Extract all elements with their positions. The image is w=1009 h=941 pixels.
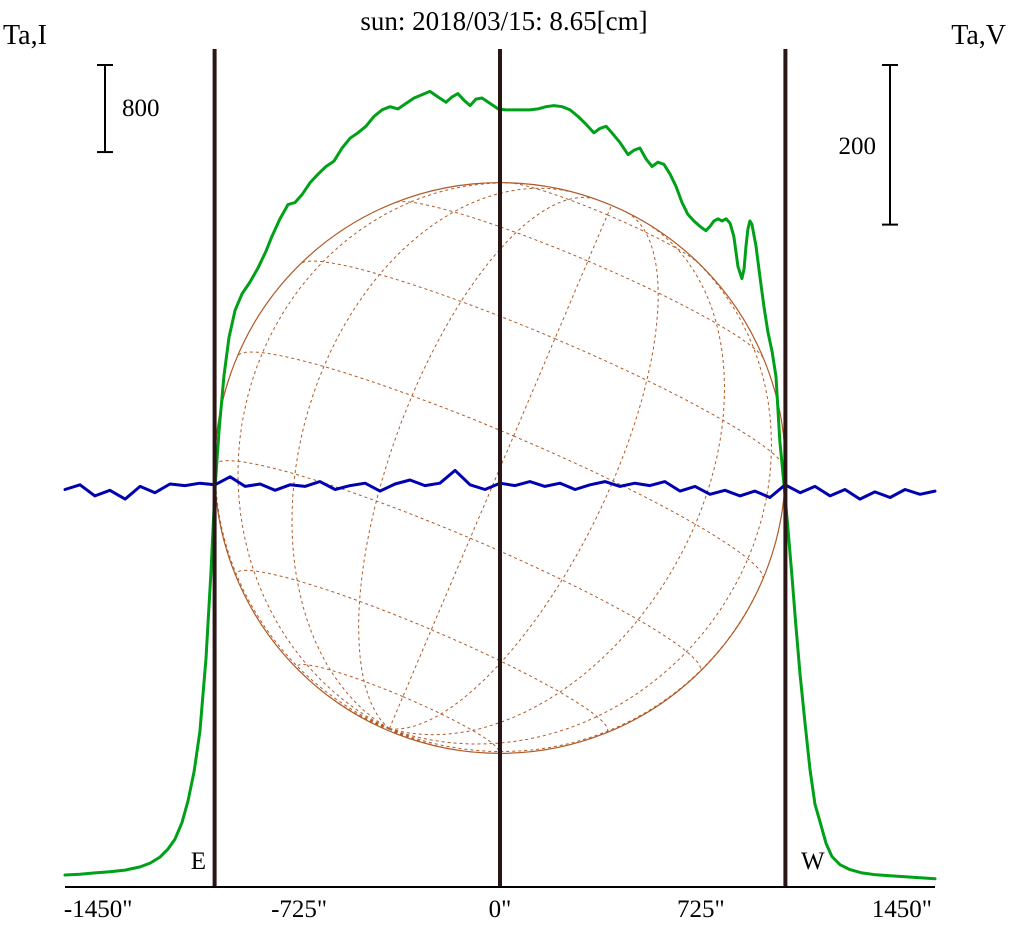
west-limb-label: W [801, 848, 825, 875]
solar-disk-gridline [389, 728, 419, 742]
solar-disk-gridline [388, 205, 612, 729]
east-limb-label: E [191, 848, 206, 875]
right-scalebar-label: 200 [839, 133, 877, 160]
left-axis-label: Ta,I [3, 20, 47, 51]
solar-disk-gridline [402, 696, 499, 754]
right-axis-label: Ta,V [951, 20, 1006, 51]
solar-disk-gridline [396, 201, 589, 262]
solar-disk-gridline [587, 260, 764, 359]
solar-disk-gridline [508, 182, 608, 216]
solar-disk-gridline [237, 182, 519, 730]
solar-disk-gridline [328, 695, 390, 730]
solar-disk-gridline [513, 435, 764, 578]
solar-disk-gridline [296, 664, 404, 698]
plot-area: -1450" -725" 0" 725" 1450" [63, 49, 937, 923]
x-tick-label: 1450" [872, 896, 932, 923]
x-tick-label: 0" [489, 896, 512, 923]
solar-disk-gridline [389, 728, 455, 751]
solar-disk-gridline [214, 460, 471, 539]
solar-disk-gridline [359, 716, 390, 730]
x-tick-label: -1450" [64, 896, 133, 923]
solar-disk-gridline [302, 260, 556, 340]
solar-disk-gridline [554, 338, 786, 468]
chart-title: sun: 2018/03/15: 8.65[cm] [360, 6, 647, 36]
ta-i-curve [63, 89, 937, 881]
solar-disk-gridline [607, 214, 700, 265]
left-scalebar-label: 800 [122, 95, 160, 122]
solar-disk-gridline [389, 256, 773, 745]
solar-disk-gridline [470, 537, 702, 671]
solar-disk-gridline [389, 592, 757, 753]
x-tick-label: 725" [677, 896, 725, 923]
solar-disk-gridline [235, 569, 432, 631]
x-tick-label: -725" [271, 896, 327, 923]
solar-disk-gridline [389, 224, 726, 736]
solar-disk-gridline [389, 212, 659, 730]
solar-disk-gridline [431, 629, 609, 734]
solar-disk-gridline [291, 187, 572, 730]
solar-disk-gridline [238, 351, 514, 437]
solar-disk-gridline [358, 196, 596, 730]
solar-disk-gridline [389, 728, 400, 736]
